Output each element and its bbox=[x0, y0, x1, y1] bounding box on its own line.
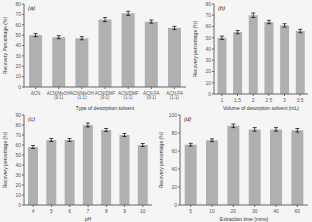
svg-text:3: 3 bbox=[283, 97, 286, 103]
svg-text:30: 30 bbox=[15, 172, 21, 178]
svg-text:ACN/DMF(9:1): ACN/DMF(9:1) bbox=[95, 91, 116, 101]
html-text:(b): (b) bbox=[218, 5, 226, 11]
svg-text:40: 40 bbox=[171, 166, 177, 172]
svg-text:80: 80 bbox=[15, 1, 21, 7]
svg-text:30: 30 bbox=[205, 57, 211, 63]
svg-text:20: 20 bbox=[15, 63, 21, 69]
svg-text:3.5: 3.5 bbox=[297, 97, 304, 103]
svg-text:Volume of desorption solvent (: Volume of desorption solvent (mL) bbox=[223, 105, 299, 111]
svg-text:Extraction time (mins): Extraction time (mins) bbox=[220, 216, 269, 222]
svg-text:40: 40 bbox=[205, 46, 211, 52]
svg-text:0: 0 bbox=[208, 91, 211, 97]
svg-text:60: 60 bbox=[15, 142, 21, 148]
svg-text:70: 70 bbox=[15, 132, 21, 138]
svg-text:80: 80 bbox=[205, 1, 211, 7]
svg-text:80: 80 bbox=[171, 130, 177, 136]
svg-text:10: 10 bbox=[209, 208, 215, 214]
svg-text:6: 6 bbox=[68, 208, 71, 214]
svg-text:8: 8 bbox=[105, 208, 108, 214]
html-text:(d): (d) bbox=[184, 116, 192, 122]
svg-text:10: 10 bbox=[15, 73, 21, 79]
html-text:(a): (a) bbox=[28, 5, 36, 11]
svg-text:2.5: 2.5 bbox=[265, 97, 272, 103]
svg-text:60: 60 bbox=[205, 23, 211, 29]
svg-text:10: 10 bbox=[205, 80, 211, 86]
svg-text:1.5: 1.5 bbox=[234, 97, 241, 103]
svg-text:80: 80 bbox=[15, 122, 21, 128]
svg-text:ACN/DMF(1:1): ACN/DMF(1:1) bbox=[118, 91, 139, 101]
svg-text:Recovery percentage (%): Recovery percentage (%) bbox=[192, 20, 198, 77]
svg-text:100: 100 bbox=[169, 112, 178, 118]
svg-text:20: 20 bbox=[205, 68, 211, 74]
svg-text:7: 7 bbox=[87, 208, 90, 214]
svg-text:40: 40 bbox=[15, 42, 21, 48]
svg-text:ACN/MeOH(1:1): ACN/MeOH(1:1) bbox=[70, 91, 94, 101]
svg-text:1: 1 bbox=[220, 97, 223, 103]
svg-text:ACN/MeOH(9:1): ACN/MeOH(9:1) bbox=[47, 91, 71, 101]
svg-text:50: 50 bbox=[205, 35, 211, 41]
svg-text:5: 5 bbox=[50, 208, 53, 214]
svg-text:20: 20 bbox=[15, 182, 21, 188]
svg-text:40: 40 bbox=[273, 208, 279, 214]
html-text:(c): (c) bbox=[28, 116, 35, 122]
svg-text:20: 20 bbox=[171, 184, 177, 190]
svg-text:70: 70 bbox=[205, 12, 211, 18]
svg-text:5: 5 bbox=[189, 208, 192, 214]
svg-text:40: 40 bbox=[15, 162, 21, 168]
svg-text:Type of desorption solvent: Type of desorption solvent bbox=[76, 105, 135, 111]
svg-text:0: 0 bbox=[18, 202, 21, 208]
svg-text:20: 20 bbox=[231, 208, 237, 214]
svg-text:70: 70 bbox=[15, 11, 21, 17]
svg-text:Recovery percentage (%): Recovery percentage (%) bbox=[158, 131, 164, 188]
svg-text:ACN: ACN bbox=[31, 91, 41, 96]
svg-text:10: 10 bbox=[140, 208, 146, 214]
svg-text:ACN-FA(9:1): ACN-FA(9:1) bbox=[143, 91, 160, 101]
svg-text:4: 4 bbox=[32, 208, 35, 214]
svg-text:9: 9 bbox=[123, 208, 126, 214]
svg-text:pH: pH bbox=[85, 216, 92, 222]
svg-text:10: 10 bbox=[15, 192, 21, 198]
svg-text:60: 60 bbox=[295, 208, 301, 214]
svg-text:ACN-FA(1:1): ACN-FA(1:1) bbox=[166, 91, 183, 101]
svg-text:2: 2 bbox=[252, 97, 255, 103]
svg-text:0: 0 bbox=[174, 202, 177, 208]
svg-text:60: 60 bbox=[171, 148, 177, 154]
svg-text:60: 60 bbox=[15, 22, 21, 28]
svg-text:50: 50 bbox=[15, 152, 21, 158]
svg-text:30: 30 bbox=[15, 53, 21, 59]
svg-text:0: 0 bbox=[18, 84, 21, 90]
svg-text:30: 30 bbox=[252, 208, 258, 214]
svg-text:90: 90 bbox=[15, 112, 21, 118]
svg-text:50: 50 bbox=[15, 32, 21, 38]
